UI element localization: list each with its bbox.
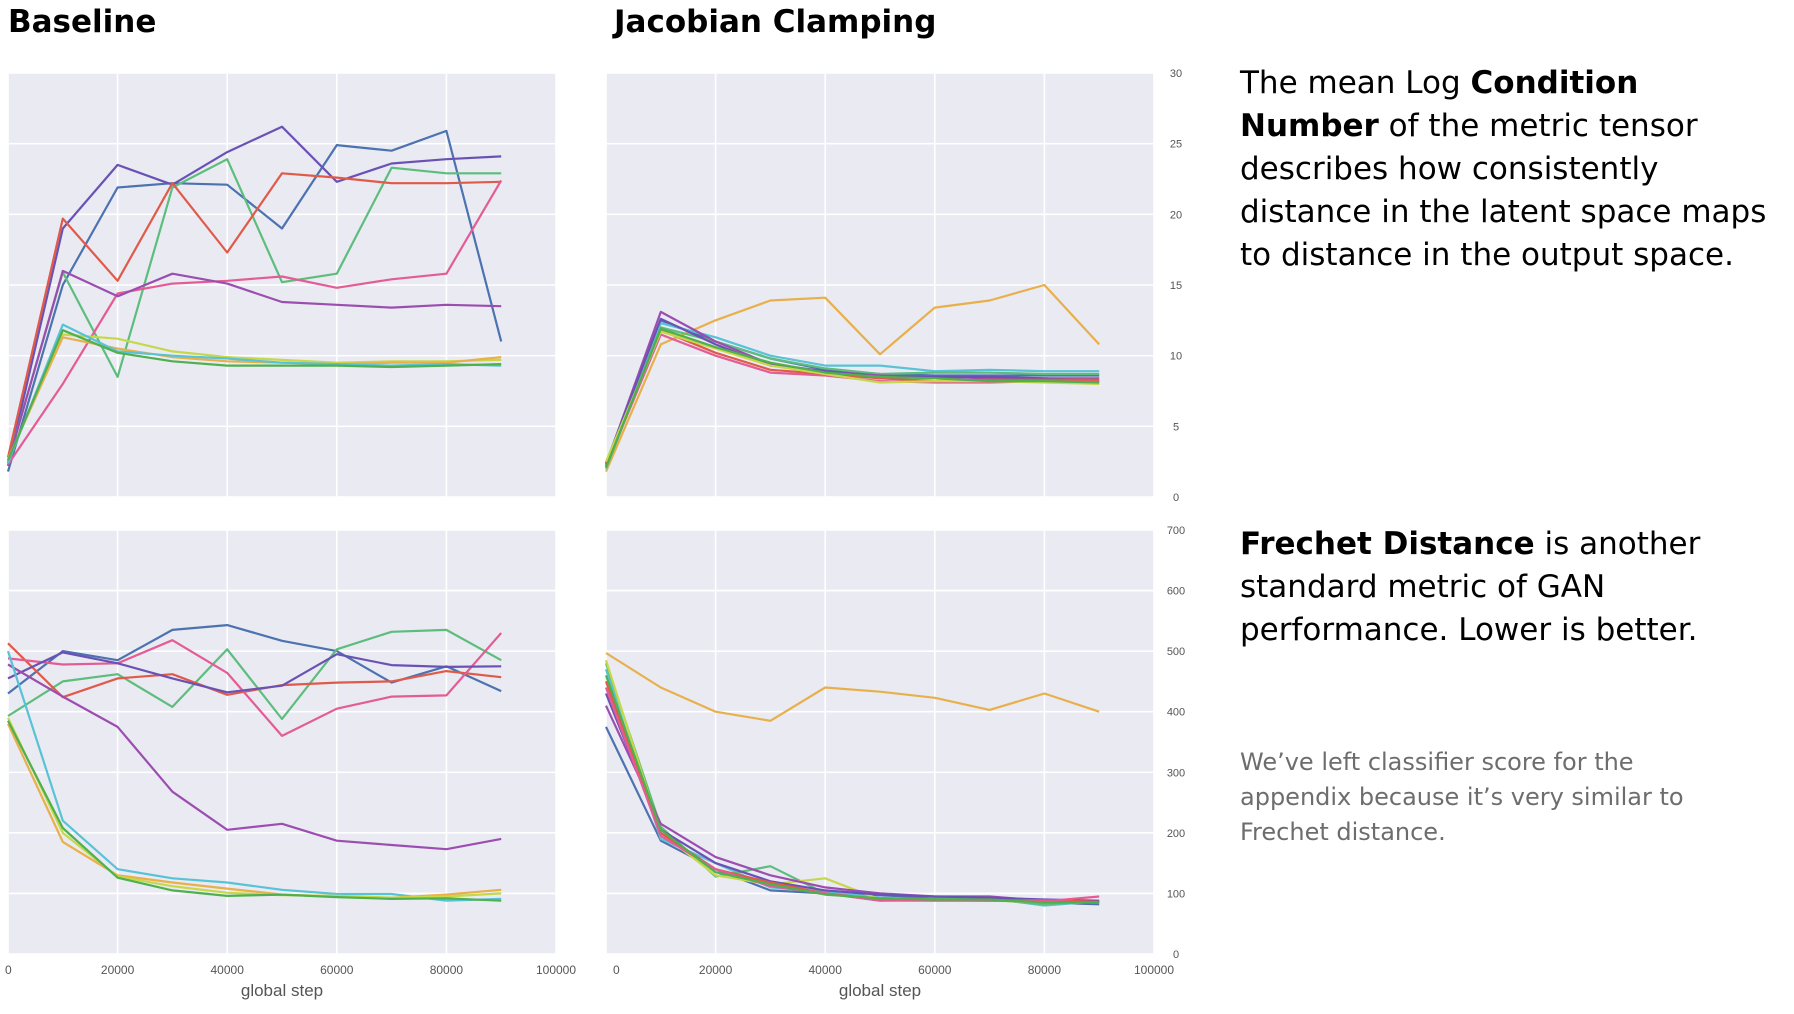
baseline-frechet-chart: 0 20000 40000 60000 80000 100000 global step: [5, 529, 576, 1000]
y-tick-label: 25: [1170, 139, 1182, 151]
baseline-frechet-series-line-1: [7, 623, 502, 695]
x-tick-label: 40000: [211, 963, 245, 977]
x-tick-label: 40000: [809, 963, 843, 977]
jacobian-condition-series-line-8: [604, 329, 1100, 465]
jacobian-condition-series-line-4: [604, 326, 1100, 470]
y-tick-label: 300: [1167, 767, 1185, 779]
desc1-post: of the metric tensor describes how consi…: [1240, 108, 1767, 273]
jacobian-condition-series-line-10: [604, 327, 1100, 468]
baseline-condition-series-line-8: [6, 336, 502, 460]
baseline-frechet-series-line-4: [7, 632, 503, 738]
baseline-condition-series-line-10: [6, 329, 502, 461]
y-tick-label: 5: [1173, 421, 1179, 433]
y-tick-label: 0: [1173, 492, 1179, 504]
jacobian-condition-series-line-3: [604, 322, 1100, 467]
baseline-condition-series-line-4: [6, 172, 502, 458]
baseline-condition-series-line-2: [6, 125, 502, 467]
jacobian-frechet-chart: 0 100 200 300 400 500 600 700 0 20000 40000 60000 80…: [604, 525, 1185, 1000]
x-tick-label: 100000: [1134, 963, 1174, 977]
baseline-title: Baseline: [8, 4, 157, 40]
y-tick-label: 400: [1167, 707, 1185, 719]
x-tick-label: 60000: [320, 963, 354, 977]
x-axis-label: global step: [241, 981, 323, 1000]
frechet-distance-bold: Frechet Distance: [1240, 526, 1535, 562]
baseline-frechet-series-line-2: [7, 628, 502, 721]
y-tick-label: 30: [1170, 68, 1182, 80]
y-tick-label: 10: [1170, 351, 1182, 363]
baseline-condition-series-line-7: [6, 333, 502, 461]
x-axis-label: global step: [839, 981, 921, 1000]
x-tick-label: 80000: [1028, 963, 1062, 977]
x-tick-label: 20000: [101, 963, 135, 977]
baseline-condition-chart: [6, 72, 557, 498]
x-tick-label: 80000: [430, 963, 464, 977]
condition-number-description: The mean Log Condition Number of the met…: [1240, 62, 1780, 277]
desc1-pre: The mean Log: [1240, 65, 1471, 101]
condition-number-bold: Condition Number: [1240, 65, 1639, 144]
y-tick-label: 15: [1170, 280, 1182, 292]
classifier-score-note: We’ve left classifier score for the appe…: [1240, 748, 1684, 846]
y-tick-label: 0: [1173, 949, 1179, 961]
baseline-frechet-plot-area: [8, 530, 556, 954]
y-tick-label: 20: [1170, 209, 1182, 221]
baseline-frechet-series-line-5: [7, 651, 502, 694]
jacobian-frechet-series-line-7: [604, 693, 1100, 902]
y-tick-label: 700: [1167, 525, 1185, 537]
y-tick-label: 600: [1167, 586, 1185, 598]
x-tick-label: 100000: [536, 963, 576, 977]
baseline-condition-series-line-6: [6, 269, 502, 464]
x-tick-label: 0: [613, 963, 620, 977]
baseline-condition-series-line-1: [6, 129, 503, 472]
frechet-distance-description: Frechet Distance is another standard met…: [1240, 523, 1760, 652]
jacobian-frechet-series-line-10: [604, 675, 1100, 904]
y-tick-label: 200: [1167, 828, 1185, 840]
desc2-post: is another standard metric of GAN perfor…: [1240, 526, 1701, 648]
x-tick-label: 20000: [699, 963, 733, 977]
baseline-condition-series-line-9: [6, 323, 502, 464]
jacobian-frechet-plot-area: [606, 530, 1154, 954]
baseline-frechet-series-line-9: [7, 717, 502, 899]
baseline-frechet-series-line-10: [7, 720, 502, 902]
jacobian-frechet-series-line-1: [605, 652, 1100, 722]
jacobian-clamping-title: Jacobian Clamping: [614, 4, 937, 40]
y-tick-label: 100: [1167, 888, 1185, 900]
jacobian-condition-chart: 0 5 10 15 20 25 30: [604, 68, 1182, 504]
x-tick-label: 0: [5, 963, 12, 977]
y-tick-label: 500: [1167, 646, 1185, 658]
baseline-frechet-series-line-6: [7, 663, 502, 851]
x-tick-label: 60000: [918, 963, 952, 977]
baseline-condition-series-line-3: [6, 158, 502, 463]
